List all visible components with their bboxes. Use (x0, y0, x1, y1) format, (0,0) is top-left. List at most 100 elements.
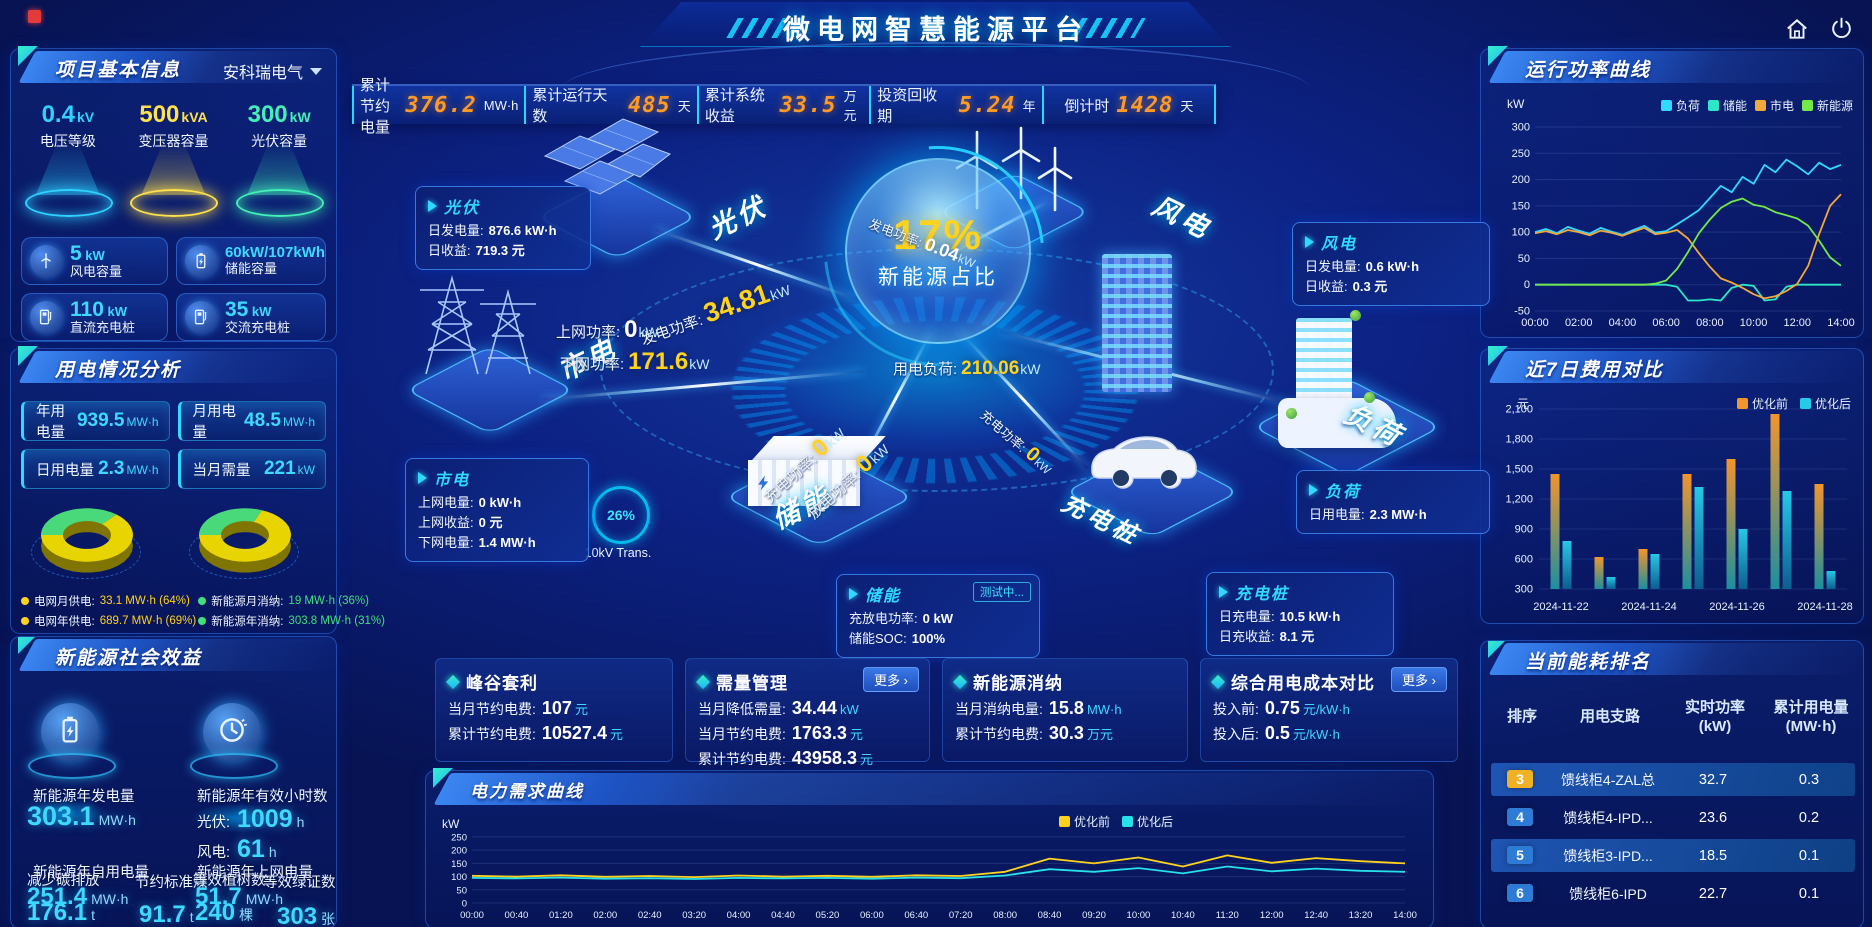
svg-text:200: 200 (451, 846, 467, 857)
clock-icon (215, 713, 249, 752)
benefit-label: 等效植树数 (193, 873, 266, 889)
power-button[interactable] (1822, 14, 1860, 48)
svg-text:07:20: 07:20 (949, 910, 973, 921)
summary-row: 当月降低需量: 34.44 kW (698, 698, 859, 718)
svg-text:10:00: 10:00 (1127, 910, 1151, 921)
ev-car-icon (1078, 418, 1210, 497)
svg-text:2,100: 2,100 (1505, 404, 1533, 416)
svg-text:600: 600 (1515, 554, 1533, 566)
axis-unit: 元 (1517, 397, 1530, 411)
panel-title: 电力需求曲线 (470, 782, 584, 801)
company-select[interactable]: 安科瑞电气 (223, 59, 322, 83)
summary-row: 投入前: 0.75 元/kW·h (1213, 698, 1350, 718)
benefit-label: 节约标准煤 (135, 875, 208, 891)
svg-text:-50: -50 (1514, 306, 1530, 318)
flow-load: 用电负荷: 210.06kW (893, 358, 1041, 379)
legend-item[interactable]: 新能源 (1801, 97, 1853, 114)
diamond-icon (1210, 674, 1226, 689)
power-stat: 月用电量 48.5 MW·h (177, 401, 326, 441)
power-stats: 年用电量 939.5 MW·h 月用电量 48.5 MW·h 日用电量 2.3 MW·h 当月需量… (21, 401, 326, 489)
battery-icon (184, 245, 217, 277)
svg-text:03:20: 03:20 (682, 910, 706, 921)
svg-text:0: 0 (462, 899, 467, 910)
power-stat: 年用电量 939.5 MW·h (21, 401, 170, 441)
social-benefit-panel: 新能源社会效益 新能源年发电量 303.1 MW·h 新能源年有效小时数 光伏: … (10, 636, 337, 927)
pa-legend: 电网月供电: 33.1 MW·h (64%) 电网年供电: 689.7 MW·h (6… (21, 593, 385, 629)
info-row: 日发电量: 876.6 kW·h (428, 223, 557, 238)
pv-node-label: 光伏 (703, 190, 773, 245)
power-stat: 当月需量 221 kW (177, 449, 326, 489)
svg-text:14:00: 14:00 (1393, 910, 1417, 921)
stat-item: 累计系统收益 33.5 万元 (696, 86, 869, 125)
svg-text:08:00: 08:00 (1696, 317, 1724, 329)
panel-title: 运行功率曲线 (1525, 60, 1652, 81)
power-stat: 日用电量 2.3 MW·h (21, 449, 170, 489)
legend-item[interactable]: 储能 (1707, 97, 1747, 114)
arrow-icon (418, 472, 427, 484)
benefit-value: 51.7 MW·h (195, 883, 284, 910)
stats-bar: 累计节约电量 376.2 MW·h 累计运行天数 485 天累计系统收益 33.5 万元 投资回… (352, 77, 1216, 136)
legend-item: 新能源月消纳: 19 MW·h (36%) (198, 593, 385, 609)
chevron-down-icon (310, 67, 322, 75)
donut-year (173, 497, 331, 592)
benefit-label: 新能源年有效小时数 (197, 789, 328, 805)
renewable-share-value: 17% (892, 211, 984, 258)
home-button[interactable] (1778, 14, 1816, 48)
arrow-icon (1305, 236, 1314, 248)
summary-row: 当月节约电费: 107 元 (448, 698, 588, 718)
legend-item[interactable]: 优化后 (1799, 395, 1851, 412)
panel-title: 项目基本信息 (55, 60, 182, 81)
more-button[interactable]: 更多 › (863, 667, 919, 692)
info-row: 上网电量: 0 kW·h (418, 495, 522, 510)
table-row[interactable]: 5 馈线柜3-IPD... 18.5 0.1 (1491, 839, 1855, 872)
svg-text:04:00: 04:00 (727, 910, 751, 921)
benefit-value: 303 张 (277, 903, 336, 927)
svg-text:11:20: 11:20 (1216, 910, 1239, 921)
svg-text:1,800: 1,800 (1505, 434, 1533, 446)
summary-card-peak-valley: 峰谷套利 当月节约电费: 107 元累计节约电费: 10527.4 元 (435, 658, 673, 762)
summary-row: 累计节约电费: 30.3 万元 (955, 723, 1113, 743)
ranking-panel: 当前能耗排名 排序 用电支路 实时功率 (kW) 累计用电量 (MW·h) 3 馈线柜4-Z… (1480, 640, 1864, 927)
summary-card-demand: 需量管理 更多 › 当月降低需量: 34.44 kW 当月节约电费: 1763.3 元累计… (685, 658, 930, 768)
benefit-label: 光伏: (197, 815, 231, 831)
project-cards: 5 kW 风电容量 60kW/107kWh 储能容量 110 kW 直流充电桩 35 kW 交… (21, 237, 326, 341)
svg-text:900: 900 (1515, 524, 1533, 536)
testing-badge: 测试中... (972, 582, 1031, 602)
legend-item[interactable]: 优化前 (1736, 395, 1788, 412)
transformer-gauge: 26% (592, 486, 650, 544)
more-button[interactable]: 更多 › (1391, 667, 1447, 692)
legend-item: 电网月供电: 33.1 MW·h (64%) (21, 593, 196, 609)
svg-text:06:00: 06:00 (1652, 317, 1680, 329)
benefit-label: 减少碳排放 (27, 873, 100, 889)
table-row[interactable]: 3 馈线柜4-ZAL总 32.7 0.3 (1491, 763, 1855, 796)
load-building-tower-icon (1296, 318, 1352, 410)
legend-item[interactable]: 负荷 (1660, 97, 1700, 114)
cost-compare-panel: 近7日费用对比 元 优化前 优化后 300 600 900 1,200 1,500 1,80… (1480, 346, 1872, 624)
table-row[interactable]: 4 馈线柜4-IPD... 23.6 0.2 (1491, 801, 1855, 834)
capacity-card: 110 kW 直流充电桩 (21, 293, 168, 341)
capacity-cone: 0.4 kV 电压等级 (18, 101, 118, 231)
wind-turbine-icon (30, 245, 62, 277)
legend-item[interactable]: 优化后 (1121, 813, 1173, 830)
charger-icon (184, 301, 217, 333)
legend-item[interactable]: 优化前 (1058, 813, 1110, 830)
benefit-label: 新能源年发电量 (33, 789, 135, 805)
benefit-value: 61 h (237, 835, 277, 863)
summary-card-cost: 综合用电成本对比 更多 › 投入前: 0.75 元/kW·h 投入后: 0.5 元/kW·… (1200, 658, 1458, 762)
charger-info-box: 充电桩 日充电量: 10.5 kW·h 日充收益: 8.1 元 (1206, 572, 1394, 657)
header-arc-deco (560, 42, 1312, 140)
legend-item[interactable]: 市电 (1754, 97, 1794, 114)
svg-text:06:40: 06:40 (904, 910, 928, 921)
capacity-card: 35 kW 交流充电桩 (175, 293, 326, 341)
svg-text:2024-11-26: 2024-11-26 (1709, 601, 1764, 613)
svg-text:06:00: 06:00 (860, 910, 884, 921)
info-row: 充放电功率: 0 kW (849, 611, 953, 626)
svg-text:12:40: 12:40 (1304, 910, 1328, 921)
table-row[interactable]: 6 馈线柜6-IPD 22.7 0.1 (1491, 877, 1855, 910)
demand-curve-panel: 电力需求曲线 kW 优化前 优化后 0 50 100 150 200 250 00:00 00:… (425, 768, 1444, 927)
legend-item: 电网年供电: 689.7 MW·h (69%) (21, 613, 196, 629)
svg-text:100: 100 (451, 872, 467, 883)
svg-text:12:00: 12:00 (1260, 910, 1284, 921)
svg-text:150: 150 (1512, 200, 1530, 212)
project-cones: 0.4 kV 电压等级 500 kVA 变压器容量 300 kW 光伏容量 (15, 101, 332, 231)
